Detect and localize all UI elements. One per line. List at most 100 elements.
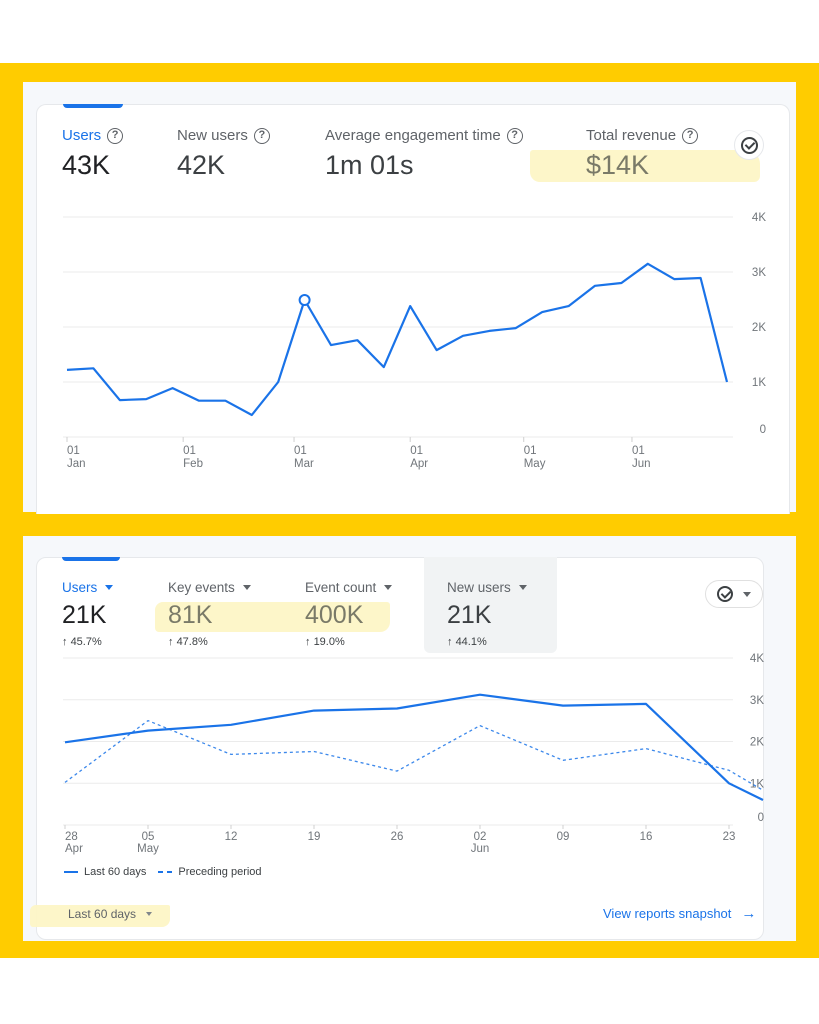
metric-change: ↑ 44.1% bbox=[447, 636, 487, 648]
x-tick-label: Apr bbox=[410, 458, 428, 470]
x-tick-label: 09 bbox=[557, 831, 570, 843]
help-icon[interactable]: ? bbox=[107, 127, 124, 144]
help-icon[interactable]: ? bbox=[253, 127, 270, 144]
x-tick-label: 01 bbox=[632, 445, 645, 457]
x-tick-label: 19 bbox=[308, 831, 321, 843]
metric-value: 42K bbox=[177, 150, 226, 180]
x-tick-label: 01 bbox=[67, 445, 80, 457]
check-circle-icon bbox=[717, 586, 733, 602]
y-tick-label: 3K bbox=[752, 267, 766, 279]
x-tick-label: Jun bbox=[471, 843, 490, 855]
x-tick-label: 01 bbox=[294, 445, 307, 457]
y-tick-label: 4K bbox=[750, 653, 764, 665]
metric-change: ↑ 45.7% bbox=[62, 636, 102, 648]
arrow-up-icon: ↑ bbox=[168, 636, 174, 648]
metric-label: Users bbox=[62, 127, 102, 144]
metric-tab-new-users[interactable]: New users? 42K bbox=[177, 127, 270, 181]
metric-value: 21K bbox=[447, 601, 492, 629]
metric-label: Event count bbox=[305, 580, 377, 595]
metric-label: Key events bbox=[168, 580, 235, 595]
series-line-users bbox=[66, 262, 729, 417]
x-tick-label: May bbox=[524, 458, 546, 470]
x-tick-label: 01 bbox=[410, 445, 423, 457]
help-icon[interactable]: ? bbox=[682, 127, 699, 144]
highlight-marker bbox=[530, 150, 760, 182]
dropdown-caret-icon bbox=[105, 585, 114, 590]
y-tick-label: 0 bbox=[758, 812, 764, 824]
metric-tab-average-engagement-time[interactable]: Average engagement time? 1m 01s bbox=[325, 127, 523, 181]
metric-change: ↑ 19.0% bbox=[305, 636, 345, 648]
date-range-dropdown[interactable]: Last 60 days bbox=[68, 907, 153, 921]
y-tick-label: 3K bbox=[750, 695, 764, 707]
x-tick-label: 02 bbox=[474, 831, 487, 843]
arrow-up-icon: ↑ bbox=[447, 636, 453, 648]
x-tick-label: 05 bbox=[142, 831, 155, 843]
metric-label: New users bbox=[177, 127, 248, 144]
metric-value: 400K bbox=[305, 601, 364, 629]
metric-label: Users bbox=[62, 580, 98, 595]
metric-label: Total revenue bbox=[586, 127, 677, 144]
view-reports-snapshot-link[interactable]: View reports snapshot → bbox=[603, 906, 756, 921]
metric-label: Average engagement time bbox=[325, 127, 501, 144]
x-tick-label: 01 bbox=[524, 445, 537, 457]
x-tick-label: May bbox=[137, 843, 159, 855]
x-tick-label: Feb bbox=[183, 458, 203, 470]
y-tick-label: 1K bbox=[752, 377, 766, 389]
highlight-marker bbox=[155, 602, 390, 632]
metric-tab-users[interactable]: Users? 43K bbox=[62, 127, 124, 181]
metric-value: 81K bbox=[168, 601, 213, 629]
selected-tab-background bbox=[424, 557, 557, 653]
y-tick-label: 2K bbox=[752, 322, 766, 334]
x-tick-label: Jan bbox=[67, 458, 86, 470]
dropdown-caret-icon bbox=[518, 585, 527, 590]
metric-label: New users bbox=[447, 580, 511, 595]
view-link-label: View reports snapshot bbox=[603, 906, 732, 921]
metric-change: ↑ 47.8% bbox=[168, 636, 208, 648]
check-circle-icon bbox=[740, 136, 758, 154]
x-tick-label: 01 bbox=[183, 445, 196, 457]
legend-label-previous: Preceding period bbox=[178, 866, 262, 878]
metric-value: 1m 01s bbox=[325, 150, 414, 180]
legend-label-current: Last 60 days bbox=[84, 866, 147, 878]
x-tick-label: 28 bbox=[65, 831, 78, 843]
x-tick-label: 23 bbox=[723, 831, 736, 843]
active-tab-indicator bbox=[63, 104, 123, 108]
x-tick-label: 26 bbox=[391, 831, 404, 843]
y-tick-label: 2K bbox=[750, 737, 764, 749]
dropdown-caret-icon bbox=[146, 912, 153, 916]
x-tick-label: 12 bbox=[225, 831, 238, 843]
x-tick-label: 16 bbox=[640, 831, 653, 843]
dropdown-caret-icon bbox=[242, 585, 251, 590]
metric-tab-event-count[interactable]: Event count 400K ↑ 19.0% bbox=[305, 580, 393, 648]
metric-tab-users[interactable]: Users 21K ↑ 45.7% bbox=[62, 580, 114, 648]
series-line-last-60-days bbox=[64, 693, 764, 801]
metric-value: 43K bbox=[62, 150, 111, 180]
x-tick-label: Mar bbox=[294, 458, 314, 470]
metric-value: 21K bbox=[62, 601, 107, 629]
legend-solid-line-icon bbox=[64, 870, 78, 874]
metric-tab-key-events[interactable]: Key events 81K ↑ 47.8% bbox=[168, 580, 251, 648]
highlight-marker bbox=[30, 905, 170, 927]
metric-tab-total-revenue[interactable]: Total revenue? $14K bbox=[586, 127, 699, 181]
x-tick-label: Apr bbox=[65, 843, 83, 855]
arrow-up-icon: ↑ bbox=[305, 636, 311, 648]
y-tick-label: 4K bbox=[752, 212, 766, 224]
y-tick-label: 0 bbox=[760, 424, 766, 436]
highlighted-data-point bbox=[298, 294, 311, 307]
date-range-label: Last 60 days bbox=[68, 907, 137, 921]
chart-legend: Last 60 days Preceding period bbox=[64, 866, 262, 878]
dropdown-caret-icon bbox=[743, 591, 751, 597]
y-tick-label: 1K bbox=[750, 778, 764, 790]
active-tab-indicator bbox=[62, 557, 120, 561]
series-line-preceding-period bbox=[64, 719, 764, 791]
legend-dashed-line-icon bbox=[158, 870, 173, 874]
metric-value: $14K bbox=[586, 150, 650, 180]
dropdown-caret-icon bbox=[384, 585, 393, 590]
help-icon[interactable]: ? bbox=[506, 127, 523, 144]
arrow-right-icon: → bbox=[741, 905, 757, 922]
insights-check-button[interactable] bbox=[734, 130, 764, 160]
insights-dropdown-button[interactable] bbox=[705, 580, 763, 608]
metric-tab-new-users[interactable]: New users 21K ↑ 44.1% bbox=[447, 580, 527, 648]
